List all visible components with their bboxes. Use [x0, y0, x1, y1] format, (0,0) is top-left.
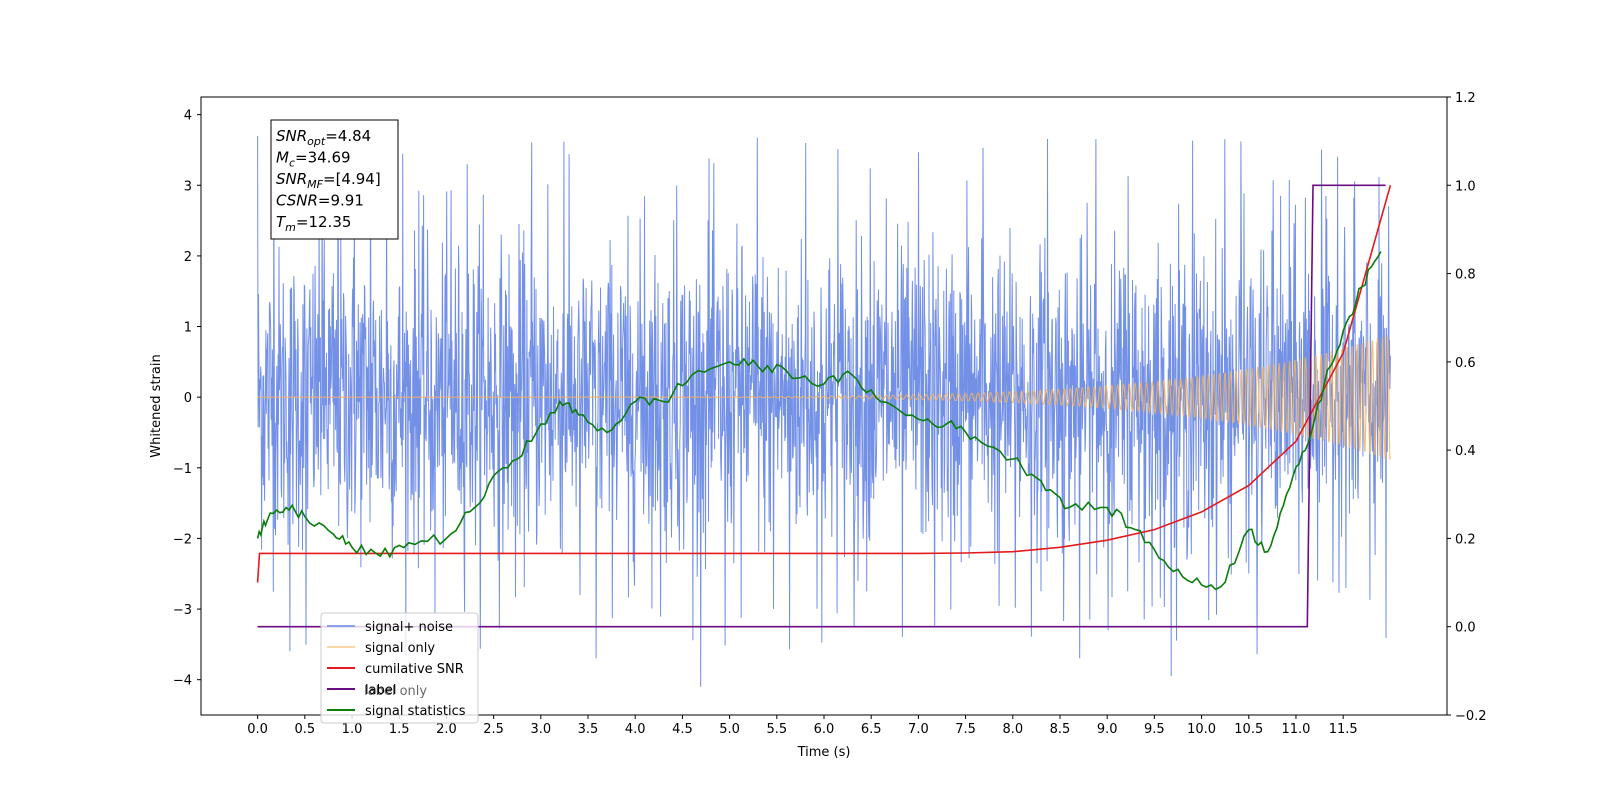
y-tick-label-right: 0.8	[1455, 268, 1476, 283]
x-tick-label: 0.5	[294, 722, 315, 737]
series-signal-only	[257, 335, 1391, 460]
annotation-line: SNRMF=[4.94]	[276, 170, 381, 191]
x-tick-label: 2.5	[483, 722, 504, 737]
x-tick-label: 4.0	[625, 722, 646, 737]
legend: label only signal+ noise signal only cumila…	[320, 612, 479, 724]
x-tick-label: 0.0	[247, 722, 268, 737]
y-tick-label-right: 0.6	[1455, 356, 1476, 371]
y-tick-label-right: 0.0	[1455, 621, 1476, 636]
x-tick-label: 9.5	[1144, 722, 1165, 737]
annotation-line: Tm=12.35	[276, 213, 351, 234]
x-tick-label: 9.0	[1097, 722, 1118, 737]
x-axis: 0.0 0.5 1.0 1.5 2.0 2.5 3.0 3.5 4.0 4.5 5.0 5.5 6.0 6…	[247, 715, 1358, 737]
y-tick-label-right: 1.2	[1455, 91, 1476, 106]
y-tick-label-left: 3	[184, 179, 192, 194]
y-axis-label-left: Whitened strain	[149, 354, 164, 457]
y-tick-label-right: −0.2	[1455, 709, 1487, 724]
y-tick-label-right: 0.2	[1455, 532, 1476, 547]
y-tick-label-left: −2	[173, 532, 192, 547]
x-tick-label: 8.5	[1050, 722, 1071, 737]
annotation-box: SNRopt=4.84Mc=34.69SNRMF=[4.94]CSNR=9.91…	[270, 119, 399, 240]
y-tick-label-left: 2	[184, 250, 192, 265]
x-tick-label: 6.0	[814, 722, 835, 737]
x-tick-label: 1.5	[389, 722, 410, 737]
legend-overlap-text: label only	[364, 684, 427, 699]
x-tick-label: 7.5	[955, 722, 976, 737]
legend-entry: cumilative SNR	[365, 662, 464, 677]
x-tick-label: 11.0	[1281, 722, 1310, 737]
y-tick-label-right: 1.0	[1455, 179, 1476, 194]
y-tick-label-left: 1	[184, 321, 192, 336]
series-layer	[256, 136, 1392, 687]
x-tick-label: 3.0	[530, 722, 551, 737]
x-tick-label: 10.0	[1187, 722, 1216, 737]
x-tick-label: 10.5	[1234, 722, 1263, 737]
legend-entry: signal+ noise	[365, 620, 453, 635]
series-signal-statistics	[256, 251, 1382, 591]
x-tick-label: 8.0	[1002, 722, 1023, 737]
x-tick-label: 5.0	[719, 722, 740, 737]
x-tick-label: 1.0	[342, 722, 363, 737]
y-tick-label-left: −4	[173, 674, 192, 689]
series-label	[257, 184, 1386, 628]
series-cumulative-snr	[256, 185, 1392, 583]
annotation-line: Mc=34.69	[276, 149, 351, 170]
x-tick-label: 3.5	[578, 722, 599, 737]
y-tick-label-left: 0	[184, 391, 192, 406]
legend-entry: label	[365, 683, 396, 698]
x-tick-label: 5.5	[766, 722, 787, 737]
y-axis-left: 4 3 2 1 0 −1 −2 −3 −4	[173, 109, 201, 689]
x-tick-label: 4.5	[672, 722, 693, 737]
x-tick-label: 11.5	[1329, 722, 1358, 737]
x-tick-label: 7.0	[908, 722, 929, 737]
y-axis-right: 1.2 1.0 0.8 0.6 0.4 0.2 0.0 −0.2	[1447, 91, 1487, 724]
series-signal-noise	[257, 136, 1391, 687]
y-tick-label-left: −3	[173, 603, 192, 618]
annotation-line: CSNR=9.91	[276, 192, 364, 210]
x-tick-label: 6.5	[861, 722, 882, 737]
x-axis-label: Time (s)	[797, 745, 851, 760]
legend-entry: signal statistics	[365, 704, 466, 719]
y-tick-label-left: −1	[173, 462, 192, 477]
y-tick-label-right: 0.4	[1455, 444, 1476, 459]
annotation-line: SNRopt=4.84	[276, 127, 371, 148]
legend-entry: signal only	[365, 641, 435, 656]
y-tick-label-left: 4	[184, 109, 192, 124]
x-tick-label: 2.0	[436, 722, 457, 737]
